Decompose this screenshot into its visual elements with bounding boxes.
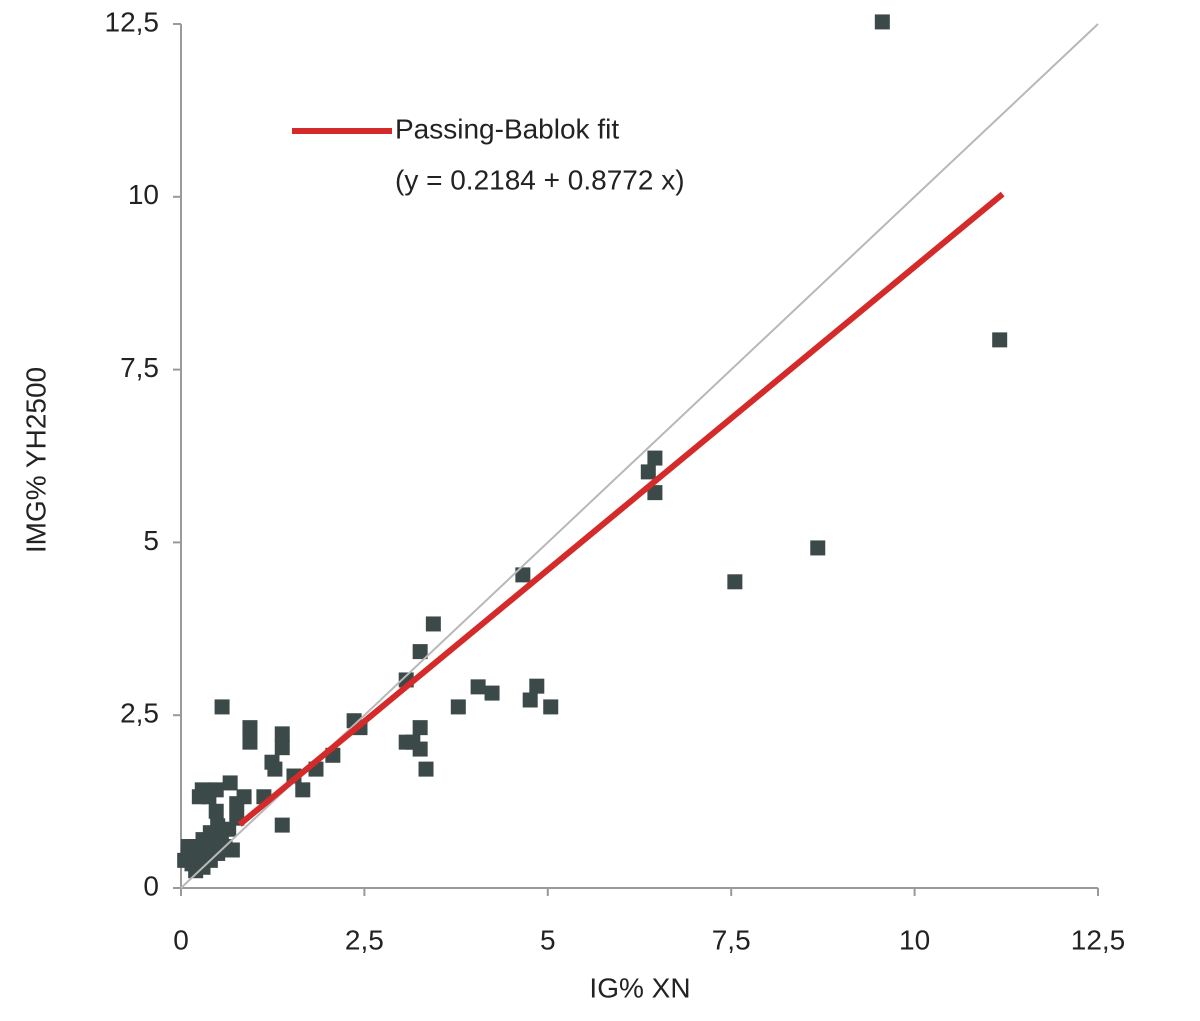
x-tick-label: 0: [173, 924, 189, 955]
x-tick-label: 10: [899, 924, 930, 955]
point: [529, 678, 545, 694]
point: [515, 567, 531, 583]
y-axis-label: IMG% YH2500: [20, 367, 51, 553]
x-tick-label: 5: [540, 924, 556, 955]
point: [242, 734, 258, 750]
point: [727, 574, 743, 590]
point: [274, 740, 290, 756]
y-tick-label: 7,5: [120, 352, 159, 383]
point: [264, 754, 280, 770]
point: [640, 464, 656, 480]
point: [992, 332, 1008, 348]
point: [450, 699, 466, 715]
point: [224, 842, 240, 858]
point: [484, 685, 500, 701]
point: [242, 720, 258, 736]
point: [214, 699, 230, 715]
point: [412, 720, 428, 736]
point: [412, 644, 428, 660]
point: [647, 485, 663, 501]
x-tick-label: 7,5: [712, 924, 751, 955]
y-tick-label: 2,5: [120, 698, 159, 729]
point: [295, 782, 311, 798]
point: [208, 803, 224, 819]
fit-line: [237, 191, 1005, 827]
point: [229, 796, 245, 812]
point: [274, 726, 290, 742]
y-tick-label: 5: [143, 525, 159, 556]
point: [874, 14, 890, 30]
point: [810, 540, 826, 556]
point: [418, 761, 434, 777]
point: [425, 616, 441, 632]
legend-annotation: (y = 0.2184 + 0.8772 x): [395, 164, 685, 195]
point: [543, 699, 559, 715]
point: [191, 789, 207, 805]
x-axis-label: IG% XN: [589, 972, 690, 1003]
x-tick-label: 2,5: [345, 924, 384, 955]
point: [180, 839, 196, 855]
y-tick-label: 12,5: [105, 6, 160, 37]
point: [522, 692, 538, 708]
point: [647, 450, 663, 466]
legend-label: Passing-Bablok fit: [395, 113, 619, 144]
point: [470, 679, 486, 695]
point: [221, 821, 237, 837]
point: [274, 817, 290, 833]
point: [222, 775, 238, 791]
y-tick-label: 0: [143, 870, 159, 901]
point: [412, 741, 428, 757]
y-tick-label: 10: [128, 179, 159, 210]
x-tick-label: 12,5: [1071, 924, 1126, 955]
